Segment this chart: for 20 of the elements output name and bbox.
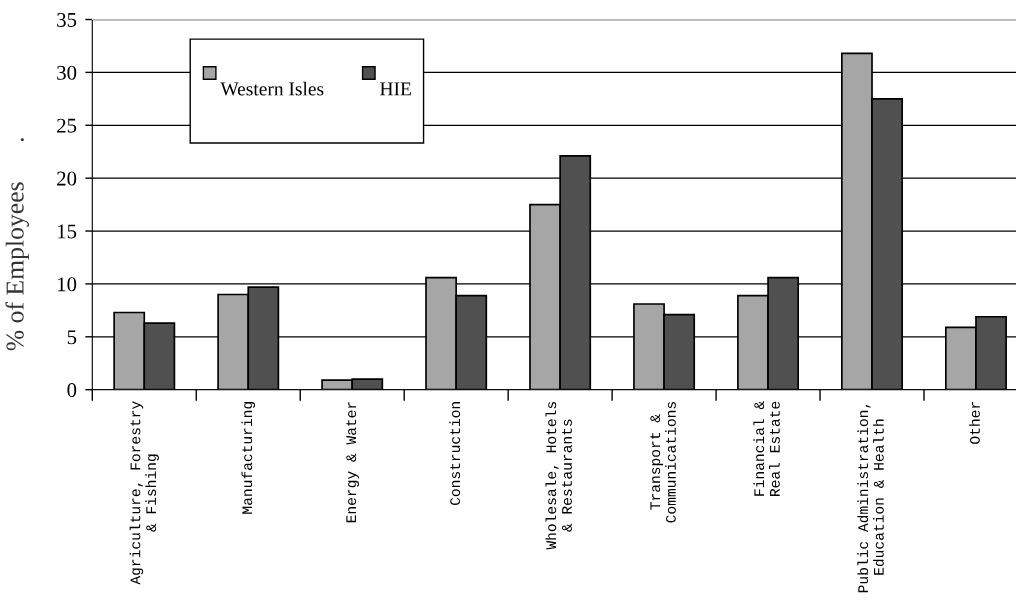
x-tick-label: Manufacturing	[241, 402, 256, 514]
y-tick-label: 10	[58, 277, 77, 292]
y-tick-label: 20	[57, 171, 77, 186]
y-tick-label: 25	[57, 118, 77, 133]
legend-label: HIE	[380, 82, 411, 96]
x-tick-label: Construction	[449, 402, 461, 506]
x-tick-label: Wholesale, Hotels & Restaurants	[545, 402, 572, 550]
y-tick-label: 0	[67, 383, 77, 398]
legend-label: Western Isles	[220, 81, 324, 96]
x-tick-label: Agriculture, Forestry & Fishing	[129, 401, 159, 585]
y-axis-title: % of Employees .	[5, 138, 30, 351]
x-tick-label: Financial & Real Estate	[753, 401, 780, 496]
x-tick-label: Transport & Communications	[650, 402, 676, 523]
x-tick-label: Public Administration, Education & Health	[857, 404, 884, 593]
x-tick-label: Other	[969, 402, 980, 444]
y-tick-label: 30	[57, 65, 77, 80]
x-tick-label: Energy & Water	[346, 402, 359, 523]
y-tick-label: 5	[67, 330, 77, 345]
y-tick-label: 15	[58, 224, 77, 239]
y-tick-label: 35	[57, 12, 77, 27]
